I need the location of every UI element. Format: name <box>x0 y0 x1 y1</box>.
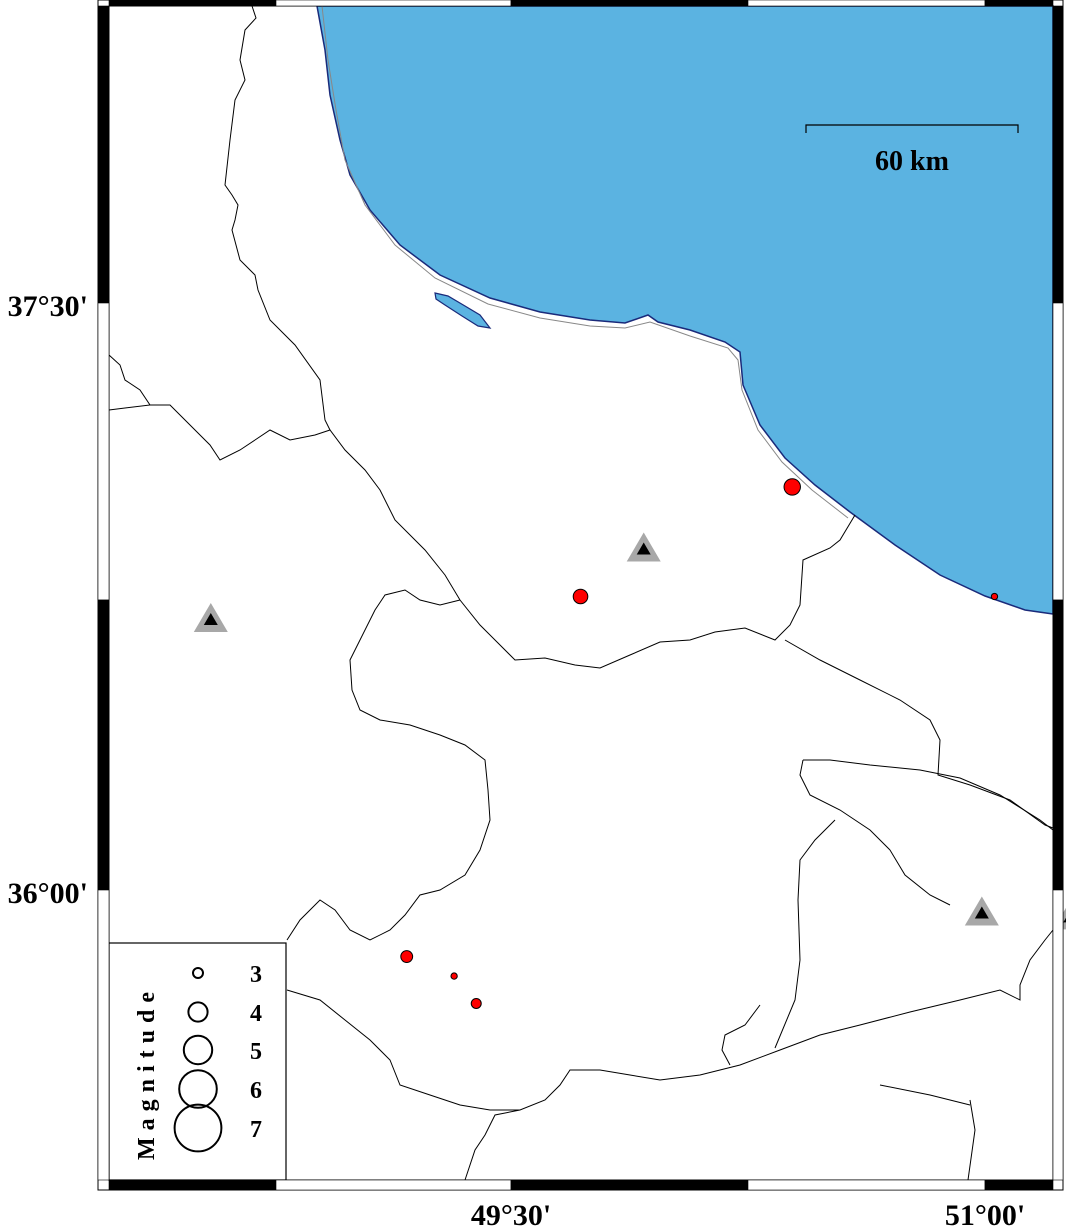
station-triangle-icon <box>964 896 999 926</box>
earthquake-event <box>990 592 999 601</box>
earthquake-event <box>470 997 482 1009</box>
lat-label-2: 36°00' <box>8 877 88 910</box>
axis-labels: 37°30' 36°00' 49°30' 51°00' <box>8 290 1026 1229</box>
earthquake-event <box>572 588 589 605</box>
earthquake-event <box>783 478 801 496</box>
legend-circle <box>173 1103 223 1153</box>
magnitude-legend: Magnitude 3 4 5 6 7 <box>108 942 287 1181</box>
scale-bar: 60 km <box>805 124 1019 177</box>
legend-label: 7 <box>250 1117 262 1143</box>
station-triangle-icon <box>193 602 228 632</box>
province-borders <box>108 5 1054 1181</box>
coastline-shadow <box>321 5 849 519</box>
lat-label-1: 37°30' <box>8 290 88 323</box>
legend-title: Magnitude <box>134 985 160 1160</box>
legend-label: 4 <box>250 1001 262 1027</box>
legend-circle <box>187 1001 209 1023</box>
legend-label: 6 <box>250 1078 262 1104</box>
legend-circle <box>192 967 204 979</box>
lon-label-1: 49°30' <box>471 1199 551 1229</box>
legend-circle <box>182 1034 214 1066</box>
caspian-sea <box>316 5 1054 615</box>
legend-circle <box>178 1069 218 1109</box>
lagoon <box>434 292 492 329</box>
earthquake-event <box>400 950 414 963</box>
legend-label: 3 <box>250 962 262 988</box>
earthquake-event <box>450 972 458 980</box>
events-layer <box>400 478 999 1009</box>
station-triangle-icon <box>626 532 661 562</box>
legend-label: 5 <box>250 1039 262 1065</box>
scale-bar-label: 60 km <box>875 146 949 177</box>
lon-label-2: 51°00' <box>945 1199 1025 1229</box>
map-area: 60 km Magnitude 3 4 5 6 7 <box>108 5 1066 1181</box>
map-frame <box>97 0 1064 1191</box>
